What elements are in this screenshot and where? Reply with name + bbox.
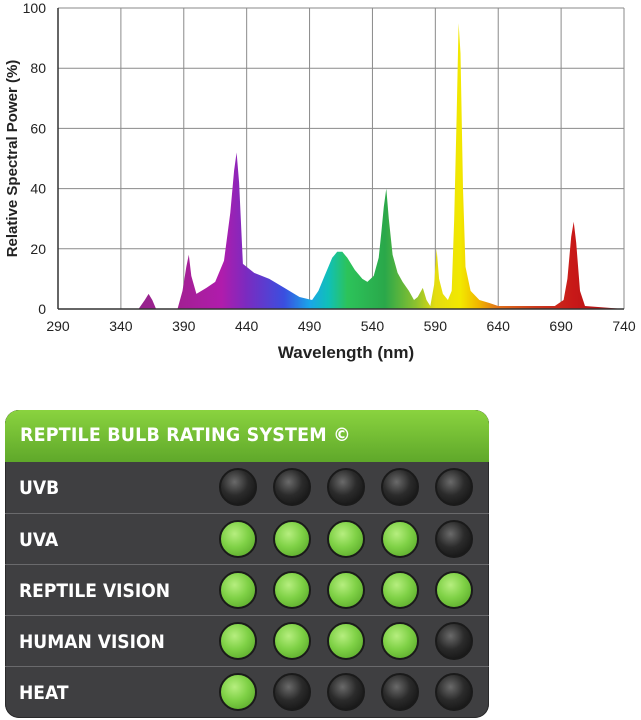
rating-dot-empty [381, 468, 419, 506]
rating-dot-empty [435, 622, 473, 660]
y-tick-label: 20 [30, 241, 46, 257]
rating-dot-empty [273, 468, 311, 506]
rating-dot-empty [327, 468, 365, 506]
rating-dot-filled [273, 622, 311, 660]
rating-dot-empty [435, 673, 473, 711]
spectral-chart-svg: 290 340 390 440 490 540 590 640 690 740 0 20 40 60 80 1… [4, 0, 636, 362]
rating-dot-filled [273, 520, 311, 558]
rating-dot-filled [381, 622, 419, 660]
x-tick-label: 590 [424, 318, 448, 334]
y-axis-label: Relative Spectral Power (%) [4, 60, 21, 258]
x-tick-label: 290 [46, 318, 70, 334]
rating-header: REPTILE BULB RATING SYSTEM © [5, 410, 489, 462]
y-tick-label: 80 [30, 60, 46, 76]
rating-dot-empty [435, 468, 473, 506]
rating-dot-filled [327, 622, 365, 660]
x-tick-label: 740 [612, 318, 636, 334]
spectrum-area [58, 23, 624, 309]
rating-dots [219, 622, 489, 662]
rating-row-reptile-vision: REPTILE VISION [5, 564, 489, 616]
spectral-chart: 290 340 390 440 490 540 590 640 690 740 0 20 40 60 80 1… [4, 0, 636, 362]
x-tick-label: 540 [361, 318, 385, 334]
rating-dot-filled [327, 571, 365, 609]
rating-dots [219, 520, 489, 560]
rating-dot-filled [219, 622, 257, 660]
rating-label: REPTILE VISION [19, 579, 171, 602]
rating-label: HUMAN VISION [19, 630, 165, 653]
rating-label: UVB [19, 476, 60, 499]
x-axis-label: Wavelength (nm) [278, 343, 414, 362]
bulb-rating-panel: REPTILE BULB RATING SYSTEM © UVB UVA REPTI… [5, 410, 489, 718]
y-tick-label: 40 [30, 181, 46, 197]
rating-row-human-vision: HUMAN VISION [5, 615, 489, 667]
y-tick-label: 60 [30, 120, 46, 136]
rating-row-uva: UVA [5, 513, 489, 565]
x-tick-label: 690 [549, 318, 573, 334]
y-tick-label: 100 [23, 0, 47, 16]
rating-dot-filled [219, 571, 257, 609]
rating-dot-filled [273, 571, 311, 609]
x-tick-label: 640 [487, 318, 511, 334]
rating-dot-filled [381, 520, 419, 558]
y-tick-label: 0 [38, 301, 46, 317]
rating-dot-filled [219, 520, 257, 558]
x-tick-label: 440 [235, 318, 259, 334]
rating-dot-filled [327, 520, 365, 558]
rating-dot-empty [381, 673, 419, 711]
rating-title: REPTILE BULB RATING SYSTEM © [20, 424, 351, 446]
rating-row-uvb: UVB [5, 462, 489, 513]
rating-dot-filled [435, 571, 473, 609]
rating-label: UVA [19, 528, 59, 551]
rating-dots [219, 673, 489, 713]
rating-label: HEAT [19, 681, 69, 704]
rating-dots [219, 571, 489, 611]
rating-dot-filled [219, 673, 257, 711]
rating-dot-empty [219, 468, 257, 506]
rating-row-heat: HEAT [5, 666, 489, 718]
rating-dots [219, 468, 489, 508]
rating-dot-filled [381, 571, 419, 609]
x-tick-label: 490 [298, 318, 322, 334]
x-tick-label: 340 [109, 318, 133, 334]
x-tick-label: 390 [172, 318, 196, 334]
rating-dot-empty [273, 673, 311, 711]
rating-dot-empty [435, 520, 473, 558]
rating-dot-empty [327, 673, 365, 711]
